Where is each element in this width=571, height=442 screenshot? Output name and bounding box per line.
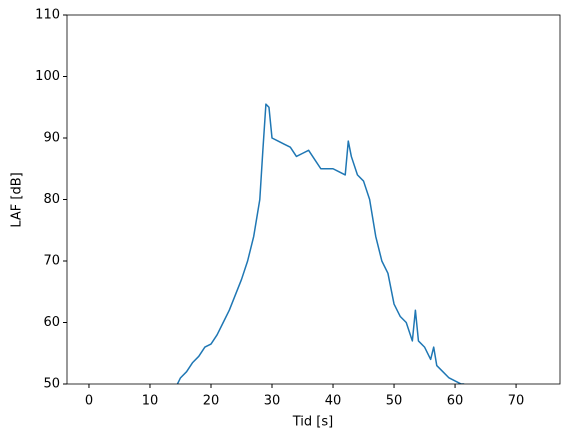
plot-frame <box>66 14 561 385</box>
y-tick-label: 60 <box>43 315 60 330</box>
y-tick-label: 50 <box>43 377 60 392</box>
x-tick-label: 70 <box>508 394 525 409</box>
data-line <box>176 103 465 384</box>
y-tick-label: 110 <box>35 8 60 23</box>
x-tick-label: 20 <box>203 394 220 409</box>
x-tick-label: 50 <box>386 394 403 409</box>
y-tick-label: 70 <box>43 254 60 269</box>
x-axis-label: Tid [s] <box>292 415 333 430</box>
x-tick-label: 60 <box>447 394 464 409</box>
y-axis-label: LAF [dB] <box>10 172 25 227</box>
y-tick-label: 90 <box>43 131 60 146</box>
x-tick-label: 40 <box>325 394 342 409</box>
x-tick-label: 10 <box>142 394 159 409</box>
y-tick-label: 80 <box>43 192 60 207</box>
x-tick-label: 0 <box>85 394 93 409</box>
x-tick-label: 30 <box>264 394 281 409</box>
y-tick-label: 100 <box>35 69 60 84</box>
